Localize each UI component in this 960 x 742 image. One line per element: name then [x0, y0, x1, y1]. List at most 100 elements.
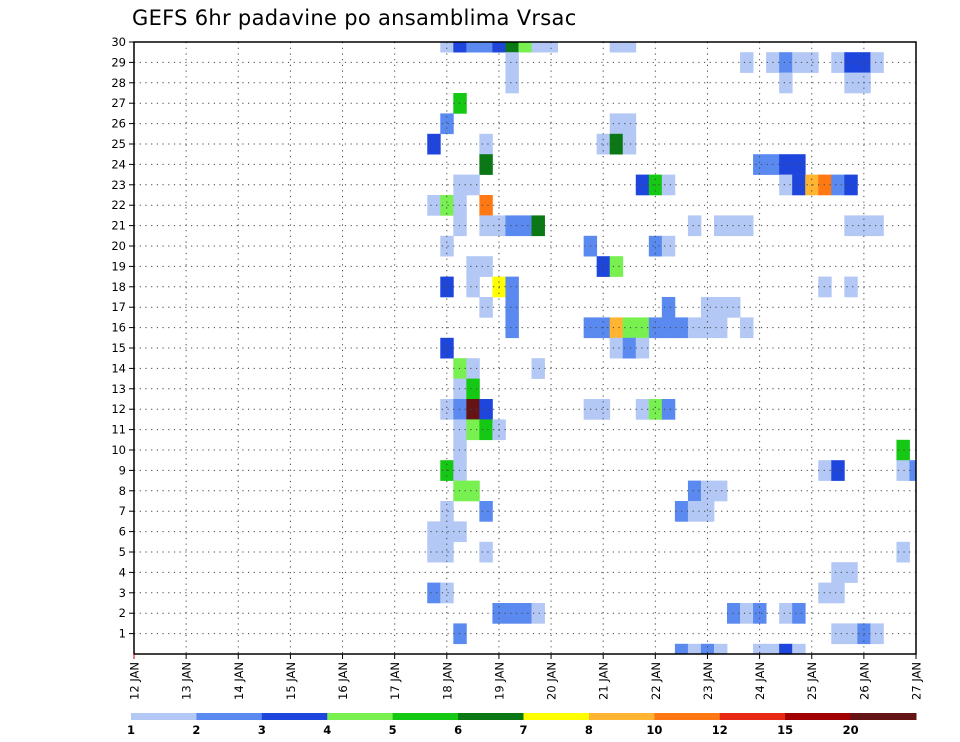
y-tick-label: 9 [119, 463, 126, 477]
y-tick-label: 22 [111, 198, 126, 212]
heatmap-cell [661, 399, 676, 420]
heatmap-cell [687, 215, 702, 237]
heatmap-cell [779, 603, 793, 624]
colorbar-segment [588, 713, 655, 720]
heatmap-cell [831, 562, 845, 583]
y-tick-label: 21 [111, 219, 126, 233]
heatmap-cell [844, 72, 858, 94]
heatmap-cell [531, 603, 545, 624]
heatmap-cell [609, 113, 624, 135]
heatmap-cell [713, 297, 728, 318]
heatmap-cell [792, 52, 806, 73]
heatmap-cell [466, 419, 480, 441]
colorbar-label: 12 [712, 723, 728, 737]
heatmap-cell [727, 297, 741, 318]
heatmap-cell [870, 623, 884, 645]
y-tick-label: 16 [111, 321, 126, 335]
colorbar-segment [785, 713, 852, 720]
heatmap-cell [505, 317, 519, 339]
heatmap-cell [622, 42, 637, 53]
heatmap-cell [453, 42, 467, 53]
heatmap-cell [700, 297, 715, 318]
x-tick-label: 19 JAN [492, 662, 506, 700]
x-tick-label: 15 JAN [284, 662, 298, 700]
heatmap-cell [896, 541, 910, 563]
heatmap-cell [896, 439, 910, 461]
heatmap-cell [713, 643, 728, 655]
y-tick-label: 26 [111, 117, 126, 131]
heatmap-cell [440, 399, 454, 420]
y-tick-label: 1 [119, 627, 126, 641]
heatmap-cell [440, 501, 454, 522]
heatmap-cell [622, 113, 637, 135]
heatmap-cell [466, 276, 480, 298]
y-tick-label: 25 [111, 137, 126, 151]
x-tick-label: 17 JAN [388, 662, 402, 700]
heatmap-cell [700, 480, 715, 502]
y-tick-label: 15 [111, 341, 126, 355]
heatmap-cell [792, 174, 806, 196]
heatmap-cell [440, 113, 454, 135]
y-tick-label: 24 [111, 157, 126, 171]
heatmap-cell [609, 337, 624, 359]
heatmap-cell [831, 623, 845, 645]
heatmap-cell [831, 174, 845, 196]
heatmap-cell [753, 154, 767, 175]
heatmap-cell [687, 480, 702, 502]
colorbar-segment [392, 713, 459, 720]
y-tick-label: 20 [111, 239, 126, 253]
x-axis: 12 JAN 13 JAN 14 JAN 15 JAN 16 JAN 17 JAN 18 J… [128, 654, 924, 700]
heatmap-cell [844, 215, 858, 237]
heatmap-cell [818, 460, 832, 481]
y-tick-label: 12 [111, 402, 126, 416]
heatmap-cell [674, 643, 689, 655]
x-tick-label: 18 JAN [440, 662, 454, 700]
colorbar-label: 10 [646, 723, 662, 737]
heatmap-cell [818, 582, 832, 604]
heatmap-cell [622, 317, 637, 339]
heatmap-cell [661, 297, 676, 318]
heatmap-cell [713, 215, 728, 237]
heatmap-cell [505, 297, 519, 318]
heatmap-cell [648, 235, 663, 257]
heatmap-cell [779, 72, 793, 94]
y-tick-label: 17 [111, 300, 126, 314]
heatmap-cell [740, 603, 754, 624]
heatmap-cell [727, 603, 741, 624]
y-tick-label: 30 [111, 35, 126, 49]
x-tick-label: 25 JAN [805, 662, 819, 700]
colorbar-segment [196, 713, 263, 720]
colorbar-segment [131, 713, 197, 720]
heatmap-cell [596, 256, 611, 277]
heatmap-cell [596, 133, 611, 155]
y-tick-label: 28 [111, 76, 126, 90]
heatmap-cell [479, 133, 493, 155]
heatmap-cell [609, 256, 624, 277]
colorbar-label: 6 [454, 723, 462, 737]
heatmap-cell [844, 52, 858, 73]
x-tick-label: 16 JAN [336, 662, 350, 700]
heatmap-cell [479, 215, 493, 237]
plot-frame [133, 41, 917, 655]
heatmap-cell [700, 501, 715, 522]
heatmap-cell [779, 154, 793, 175]
heatmap-cell [466, 399, 480, 420]
colorbar-label: 3 [258, 723, 266, 737]
heatmap-cell [531, 215, 545, 237]
heatmap-cells [427, 42, 917, 655]
colorbar-label: 20 [843, 723, 859, 737]
heatmap-cell [479, 297, 493, 318]
colorbar-segment [654, 713, 721, 720]
heatmap-cell [440, 195, 454, 216]
heatmap-cell [687, 501, 702, 522]
heatmap-cell [505, 72, 519, 94]
heatmap-cell [844, 174, 858, 196]
heatmap-cell [440, 276, 454, 298]
heatmap-cell [740, 215, 754, 237]
heatmap-cell [479, 399, 493, 420]
heatmap-cell [505, 215, 519, 237]
heatmap-cell [609, 133, 624, 155]
heatmap-cell [661, 174, 676, 196]
colorbar-segment [719, 713, 786, 720]
heatmap-cell [531, 358, 545, 379]
